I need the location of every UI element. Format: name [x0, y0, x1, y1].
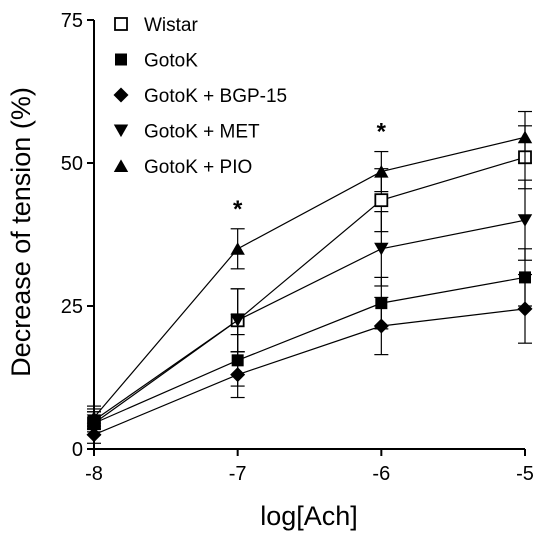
legend-item: Wistar — [114, 15, 199, 36]
significance-asterisk: * — [233, 196, 243, 223]
data-point — [517, 301, 533, 317]
series-gotok-bgp-15 — [86, 273, 533, 444]
legend-item: GotoK + BGP-15 — [113, 86, 287, 107]
y-tick-label: 0 — [72, 439, 83, 461]
series-line — [93, 308, 526, 436]
data-point — [230, 242, 245, 255]
legend-label: GotoK — [144, 51, 198, 72]
axes: 0 25 50 75 -8 -7 -6 -5 — [61, 10, 534, 485]
data-point — [517, 214, 533, 227]
legend-marker — [113, 159, 129, 172]
legend-marker — [113, 124, 129, 138]
x-tick-label: -7 — [229, 463, 247, 485]
x-tick-label: -6 — [372, 463, 390, 485]
legend-marker — [114, 17, 128, 31]
series-line — [93, 276, 526, 424]
significance-asterisk: * — [377, 119, 387, 146]
legend-item: GotoK + MET — [113, 122, 260, 143]
series-line — [93, 156, 526, 424]
data-point — [374, 164, 389, 178]
data-point — [517, 130, 533, 144]
data-point — [374, 242, 389, 256]
series-line — [93, 219, 526, 421]
series-gotok-pio — [86, 110, 533, 430]
legend-label: GotoK + MET — [144, 122, 260, 143]
legend-label: GotoK + PIO — [144, 157, 252, 178]
series-gotok — [87, 248, 532, 436]
legend-item: GotoK — [115, 51, 198, 72]
y-tick-label: 25 — [61, 296, 83, 318]
legend-marker — [113, 87, 129, 103]
legend-label: GotoK + BGP-15 — [144, 86, 287, 107]
data-point — [373, 318, 389, 334]
y-axis-title: Decrease of tension (%) — [6, 87, 36, 377]
legend-label: Wistar — [144, 15, 199, 36]
data-point — [86, 410, 102, 424]
legend: Wistar GotoK GotoK + BGP-15 GotoK + MET Goto… — [113, 15, 287, 178]
x-tick-label: -8 — [85, 463, 103, 485]
data-point — [86, 427, 102, 443]
annotations: ** — [233, 119, 387, 223]
x-axis-title: log[Ach] — [260, 501, 358, 531]
data-point — [230, 367, 246, 383]
legend-marker — [115, 53, 127, 66]
series-line — [93, 136, 526, 418]
data-point — [374, 193, 389, 208]
series-gotok-met — [86, 179, 533, 433]
legend-item: GotoK + PIO — [113, 157, 252, 178]
y-tick-label: 75 — [61, 10, 83, 32]
x-tick-label: -5 — [516, 463, 534, 485]
y-tick-label: 50 — [61, 153, 83, 175]
series-group — [86, 110, 533, 444]
data-point — [230, 314, 245, 327]
